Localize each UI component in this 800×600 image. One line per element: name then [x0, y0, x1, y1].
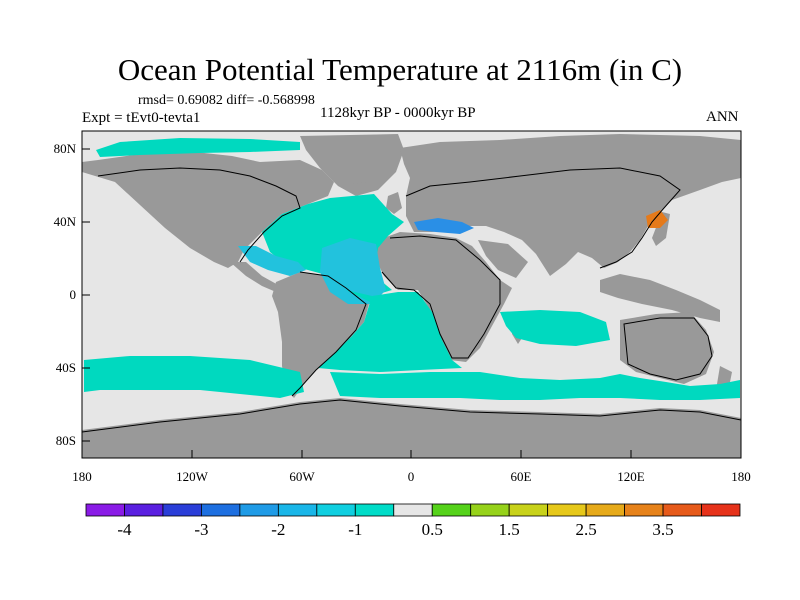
mediterranean-anomaly — [414, 218, 474, 234]
caribbean-cool-anomaly — [238, 246, 306, 276]
lon-label-120w: 120W — [176, 469, 209, 484]
africa-coastline — [381, 235, 501, 359]
lat-label-80n: 80N — [54, 141, 77, 156]
arctic-cool-anomaly — [96, 138, 300, 157]
north-america-land — [82, 152, 334, 268]
colorbar-label: 1.5 — [499, 520, 520, 539]
arabia-land — [478, 240, 528, 278]
colorbar-box-0 — [85, 503, 125, 517]
colorbar-box-4 — [239, 503, 279, 517]
stats-annotation: rmsd= 0.69082 diff= -0.568998 — [138, 93, 315, 108]
australia-coastline — [623, 317, 713, 381]
south-america-land — [272, 272, 370, 398]
colorbar-box-12 — [547, 503, 587, 517]
lon-label-180e: 180 — [731, 469, 751, 484]
colorbar-box-11 — [508, 503, 549, 517]
colorbar-label: 2.5 — [575, 520, 596, 539]
equatorial-atlantic-anomaly — [320, 238, 386, 304]
colorbar-box-7 — [354, 503, 395, 517]
iceland-land — [352, 182, 372, 193]
lon-label-120e: 120E — [617, 469, 645, 484]
colorbar-label: -4 — [117, 520, 132, 539]
period-label: 1128kyr BP - 0000kyr BP — [320, 105, 476, 121]
colorbar-box-1 — [124, 503, 164, 517]
africa-land — [376, 232, 512, 362]
colorbar: -4 -3 -2 -1 0.5 1.5 2.5 3.5 — [85, 503, 741, 539]
lat-label-80s: 80S — [56, 433, 76, 448]
australia-land — [620, 312, 714, 384]
southeast-asia-islands-land — [600, 274, 720, 322]
british-isles-land — [386, 192, 402, 214]
colorbar-box-6 — [316, 503, 356, 517]
colorbar-box-16 — [701, 503, 741, 517]
antarctica-coastline — [81, 399, 742, 433]
lon-label-0: 0 — [408, 469, 415, 484]
anomaly-layer — [84, 138, 740, 400]
latitude-axis: 80N 40N 0 40S 80S — [54, 141, 90, 448]
lon-label-60e: 60E — [511, 469, 532, 484]
colorbar-box-8 — [393, 503, 433, 517]
colorbar-box-13 — [585, 503, 625, 517]
colorbar-label: -3 — [194, 520, 208, 539]
colorbar-box-9 — [431, 503, 472, 517]
south-atlantic-cool-anomaly — [318, 290, 462, 372]
colorbar-box-2 — [162, 503, 202, 517]
eurasia-land — [400, 134, 741, 276]
colorbar-label: -1 — [348, 520, 362, 539]
colorbar-label: 0.5 — [422, 520, 443, 539]
lat-label-40s: 40S — [56, 360, 76, 375]
lat-label-40n: 40N — [54, 214, 77, 229]
lat-label-0: 0 — [70, 287, 77, 302]
colorbar-box-15 — [662, 503, 702, 517]
central-america-land — [230, 262, 280, 292]
colorbar-label: -2 — [271, 520, 285, 539]
colorbar-box-5 — [277, 503, 318, 517]
south-indian-cool-anomaly — [330, 372, 740, 400]
colorbar-box-3 — [201, 503, 241, 517]
colorbar-box-14 — [624, 503, 664, 517]
season-label: ANN — [706, 109, 739, 125]
colorbar-box-10 — [470, 503, 510, 517]
experiment-label: Expt = tEvt0-tevta1 — [82, 110, 201, 126]
north-america-coastline — [97, 167, 301, 263]
map-title: Ocean Potential Temperature at 2116m (in… — [117, 52, 683, 87]
south-america-coastline — [291, 271, 367, 397]
longitude-axis: 180 120W 60W 0 60E 120E 180 — [72, 450, 751, 484]
greenland-land — [300, 134, 404, 196]
eurasia-coastline — [405, 167, 681, 269]
indian-ocean-cool-anomaly — [500, 310, 610, 346]
lon-label-60w: 60W — [289, 469, 315, 484]
coastline-layer — [81, 167, 742, 433]
southern-ocean-cool-anomaly — [84, 356, 304, 398]
lon-label-180w: 180 — [72, 469, 92, 484]
colorbar-label: 3.5 — [652, 520, 673, 539]
